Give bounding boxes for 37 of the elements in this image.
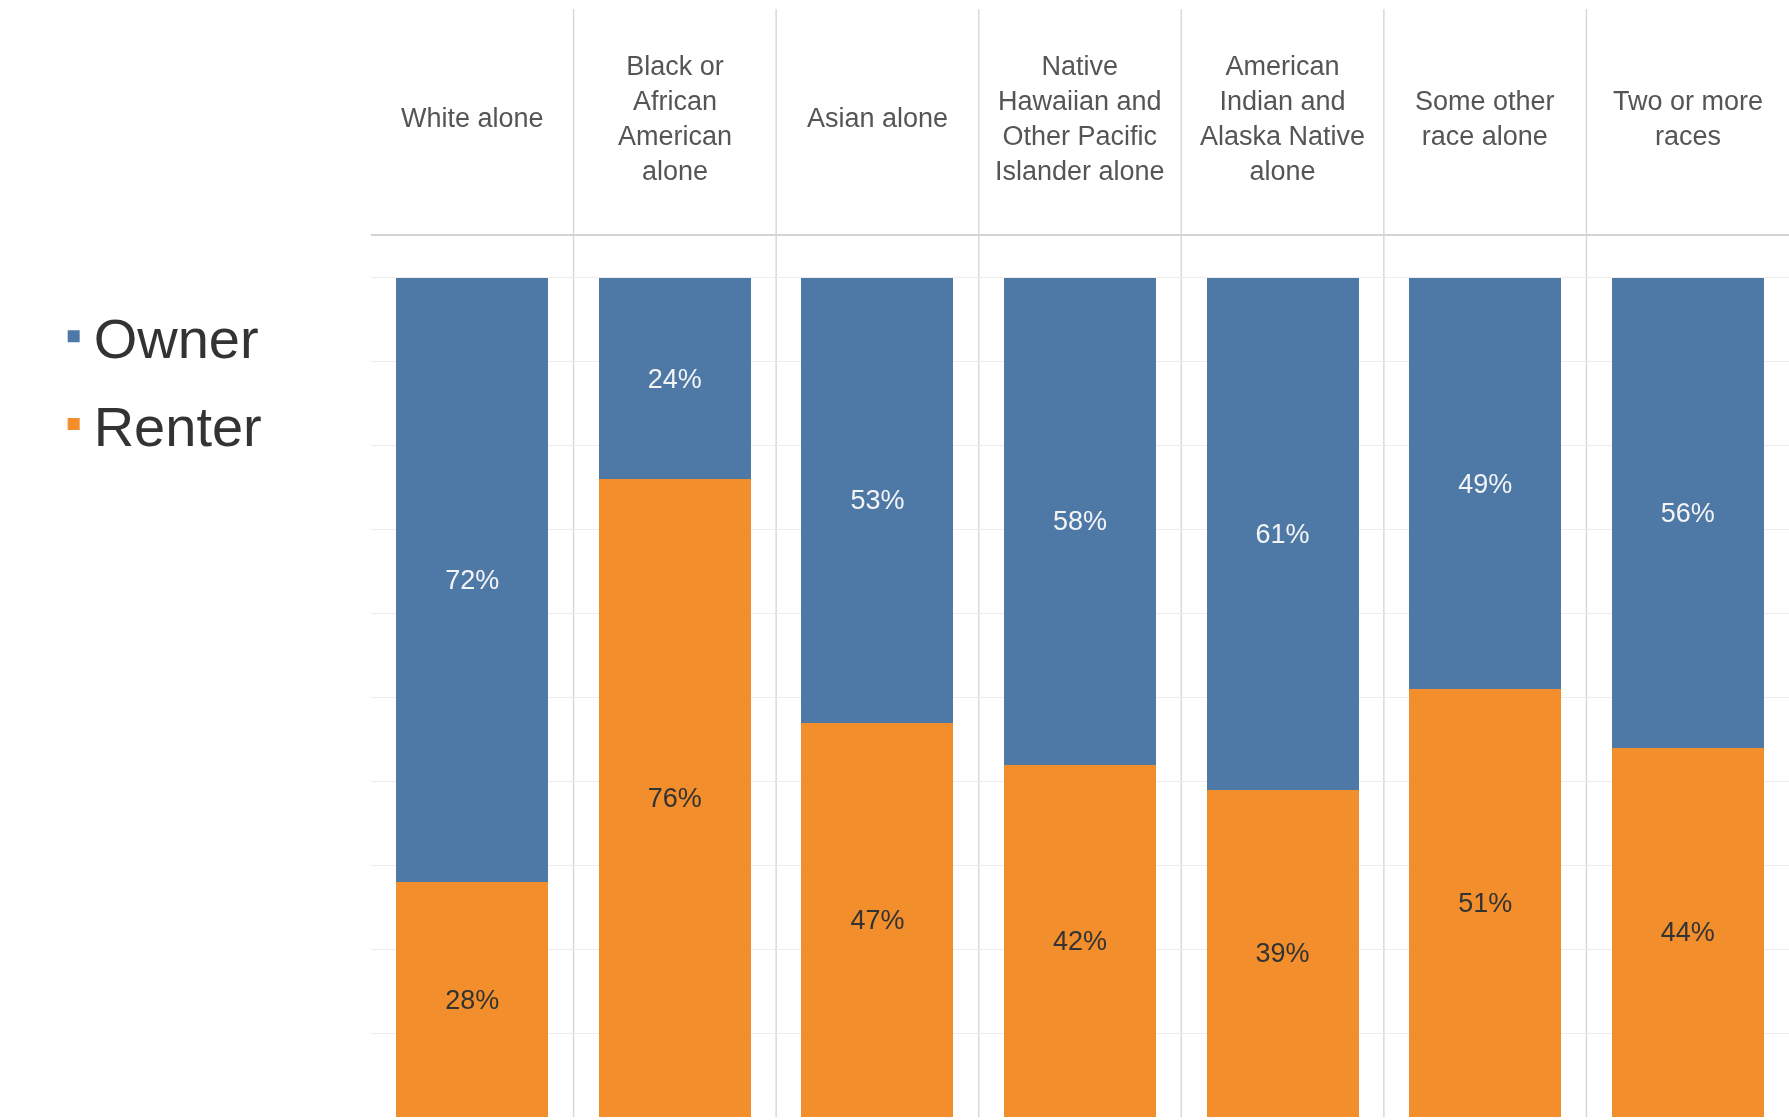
x-tick-label: Asian alone bbox=[807, 103, 949, 133]
data-label: 42% bbox=[1052, 925, 1108, 956]
bar bbox=[396, 882, 549, 1117]
bar bbox=[801, 722, 954, 1117]
data-label: 39% bbox=[1255, 938, 1310, 969]
data-label: 72% bbox=[445, 565, 500, 596]
legend-label: Owner bbox=[93, 307, 259, 371]
bar bbox=[598, 277, 751, 480]
x-tick-label: American Indian and Alaska Native alone bbox=[1200, 51, 1366, 187]
bar bbox=[598, 479, 751, 1117]
x-tick-label: Black or African American alone bbox=[618, 51, 733, 187]
data-label: 28% bbox=[445, 984, 500, 1015]
bar bbox=[1611, 747, 1764, 1117]
data-label: 56% bbox=[1660, 497, 1715, 528]
data-label: 76% bbox=[647, 783, 702, 814]
data-label: 24% bbox=[647, 363, 702, 394]
x-tick-label: Two or more races bbox=[1613, 86, 1764, 152]
bar bbox=[1004, 277, 1156, 765]
data-label: 44% bbox=[1660, 917, 1715, 948]
x-tick-label: Some other race alone bbox=[1415, 86, 1555, 152]
x-tick-label: Native Hawaiian and Other Pacific Islander alone bbox=[995, 51, 1165, 187]
bar bbox=[1206, 277, 1359, 790]
data-label: 51% bbox=[1458, 888, 1513, 919]
bar bbox=[1409, 689, 1562, 1117]
x-tick-label: White alone bbox=[401, 103, 544, 133]
bar bbox=[1004, 764, 1156, 1117]
data-label: 49% bbox=[1458, 468, 1513, 499]
bar bbox=[1611, 277, 1764, 748]
bar bbox=[1206, 789, 1359, 1117]
data-label: 53% bbox=[850, 485, 905, 516]
bar bbox=[396, 277, 549, 883]
data-label: 58% bbox=[1052, 506, 1108, 537]
bar bbox=[1409, 277, 1562, 690]
data-label: 61% bbox=[1255, 518, 1310, 549]
bar bbox=[801, 277, 954, 723]
legend-label: Renter bbox=[93, 394, 262, 458]
data-label: 47% bbox=[850, 904, 905, 935]
